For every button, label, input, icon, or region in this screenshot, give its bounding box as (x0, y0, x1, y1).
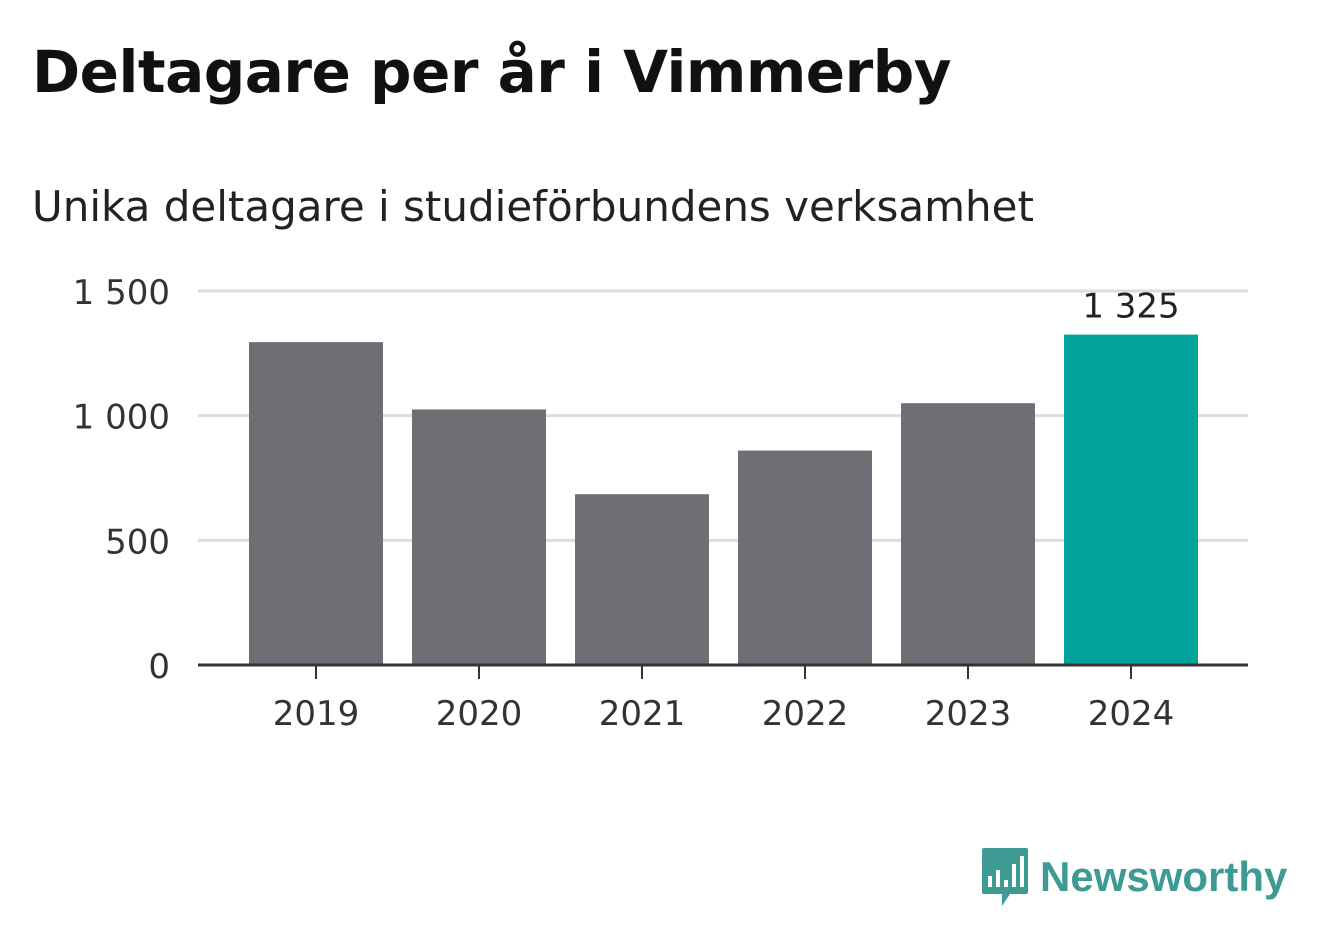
data-label: 1 325 (1082, 287, 1179, 327)
y-tick-label: 500 (105, 522, 170, 562)
chart-title: Deltagare per år i Vimmerby (32, 38, 952, 106)
x-tick-label: 2022 (762, 694, 849, 734)
bar-2024 (1064, 334, 1198, 665)
bar-2020 (412, 409, 546, 665)
brand-name: Newsworthy (1040, 853, 1288, 900)
bar-2019 (249, 342, 383, 665)
newsworthy-logo-icon (982, 848, 1028, 906)
y-tick-label: 1 500 (73, 273, 170, 313)
chart-subtitle: Unika deltagare i studieförbundens verks… (32, 182, 1034, 231)
x-tick-label: 2020 (436, 694, 523, 734)
bar-2021 (575, 494, 709, 665)
y-tick-label: 1 000 (73, 398, 170, 438)
y-tick-label: 0 (148, 647, 170, 687)
brand-logo: Newsworthy (980, 846, 1287, 908)
bar-2022 (738, 450, 872, 665)
x-tick-label: 2019 (273, 694, 360, 734)
x-tick-label: 2021 (599, 694, 686, 734)
x-tick-label: 2023 (925, 694, 1012, 734)
x-tick-label: 2024 (1088, 694, 1175, 734)
bar-2023 (901, 403, 1035, 665)
